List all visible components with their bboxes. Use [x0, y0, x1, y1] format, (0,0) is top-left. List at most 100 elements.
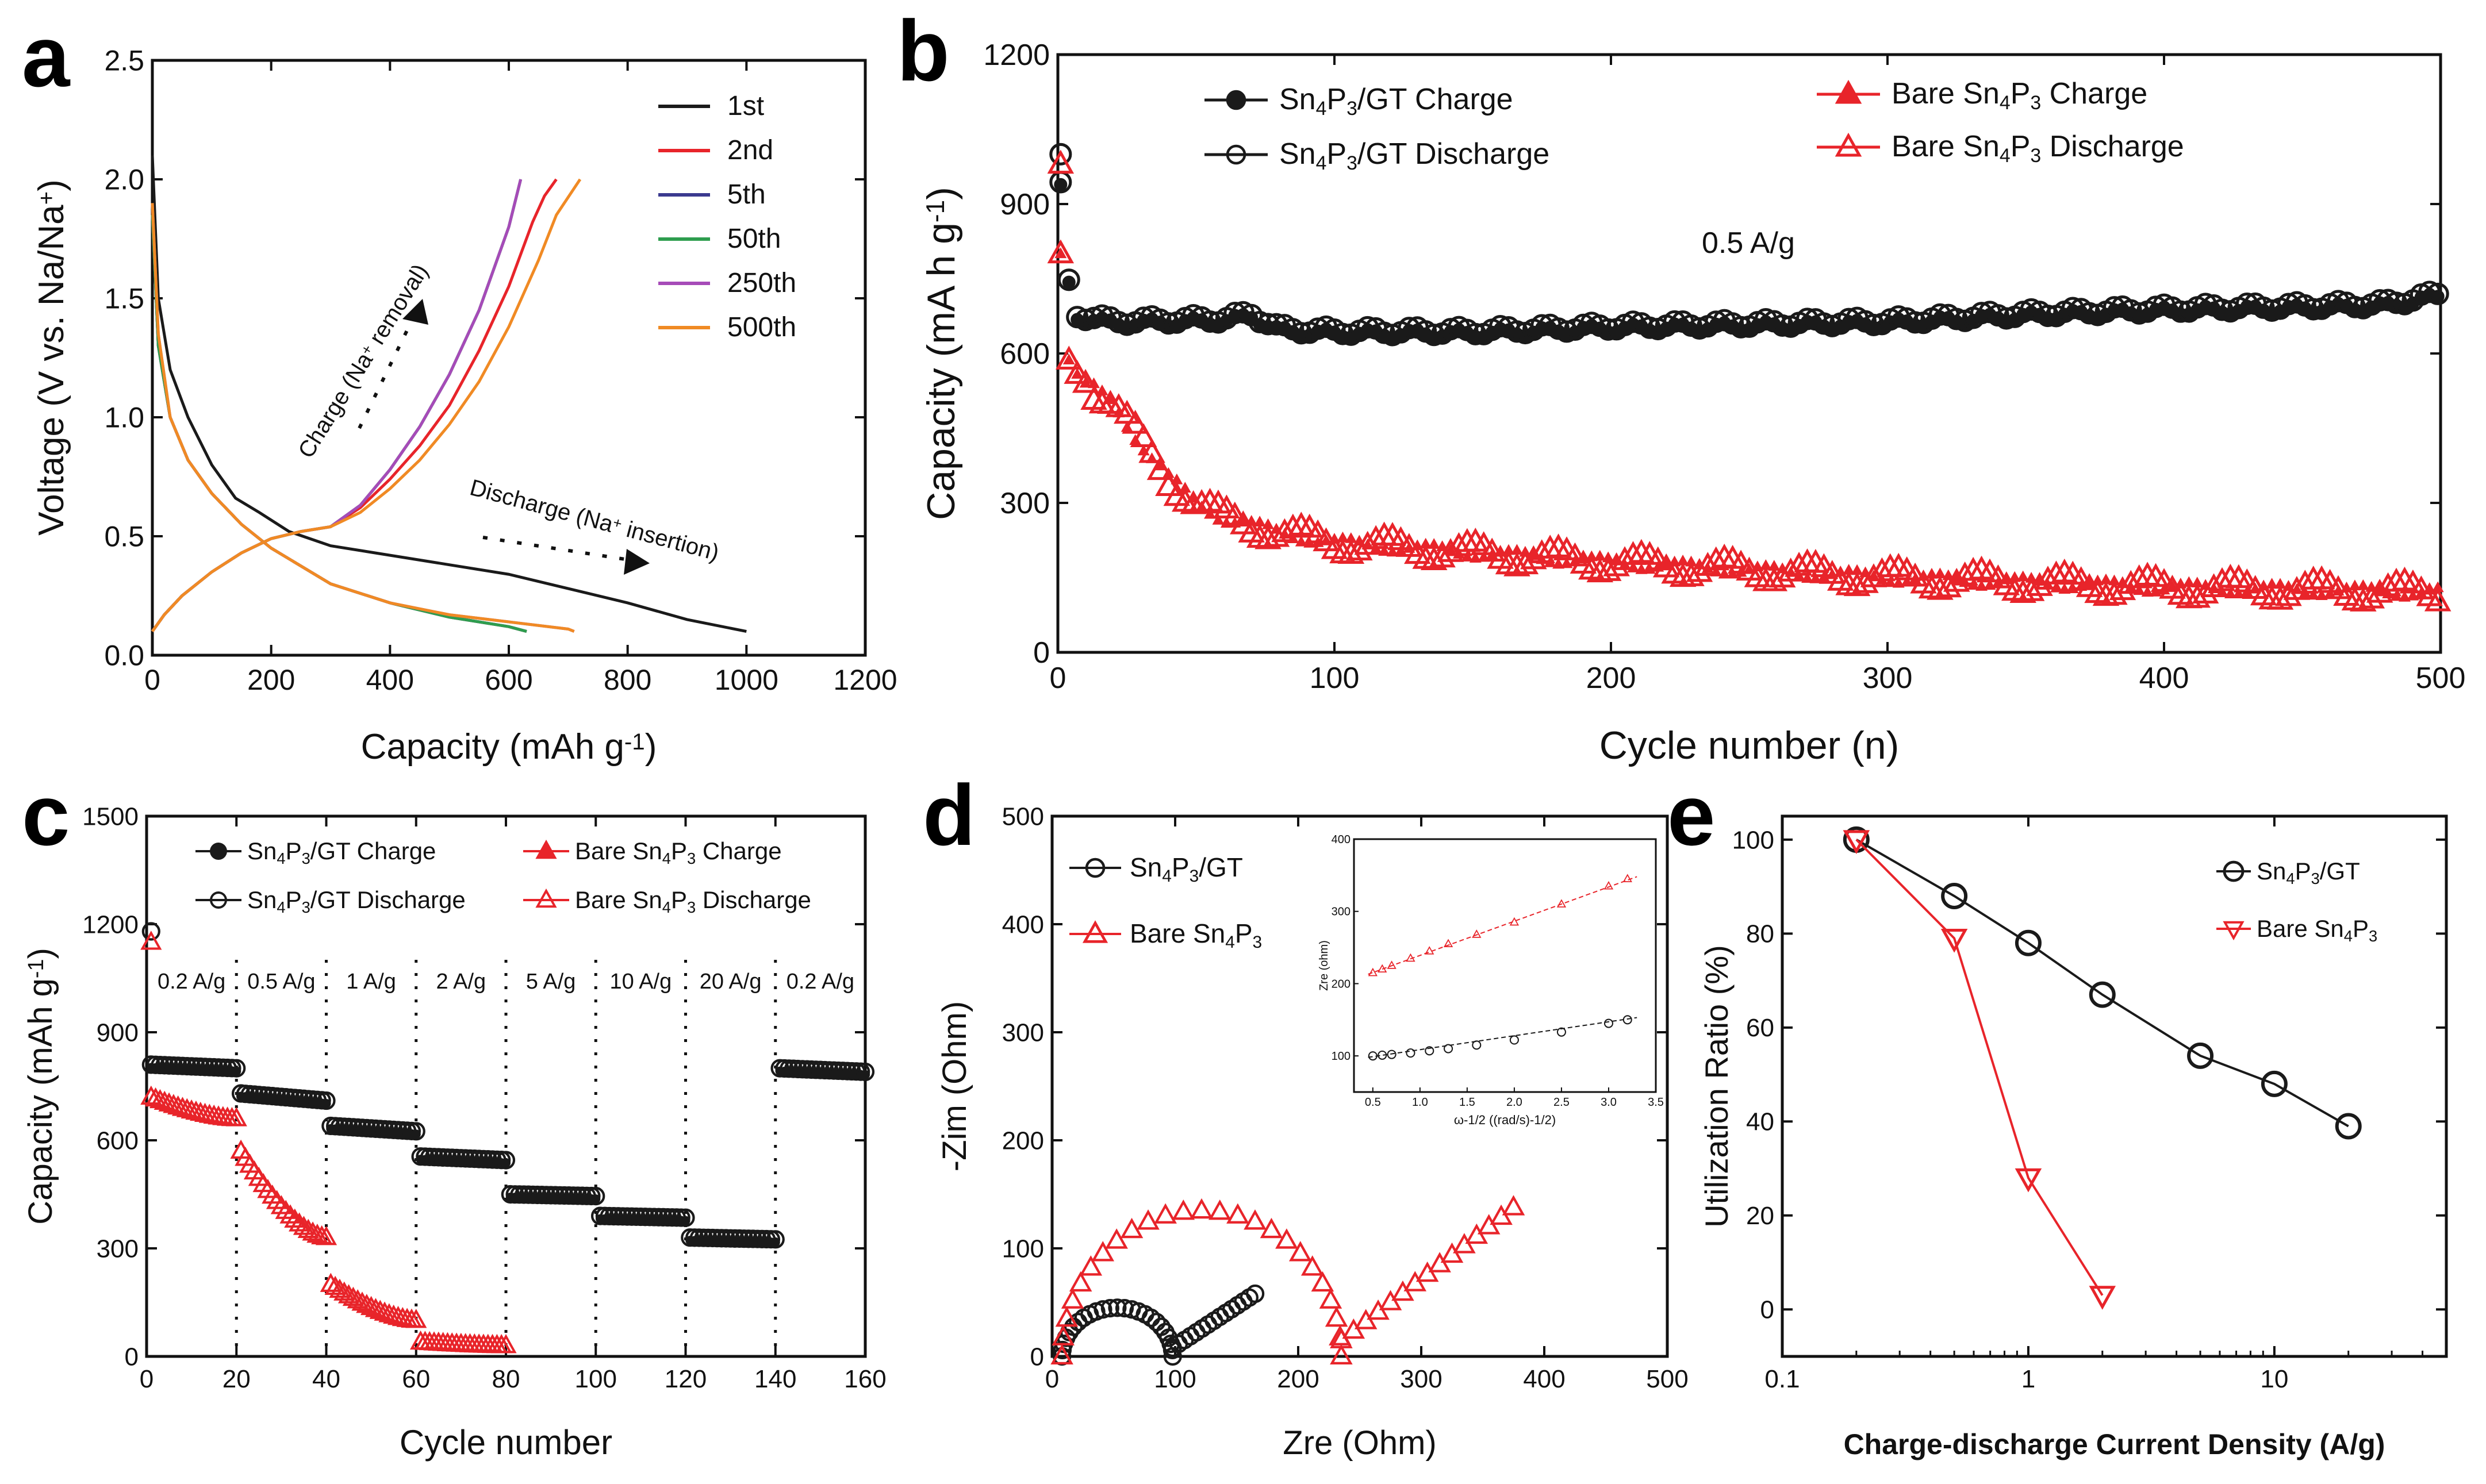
legend-label-part: Sn [2257, 858, 2286, 885]
plot-frame [1050, 814, 1669, 1358]
sngt-charge-point [2431, 290, 2445, 303]
sngt-discharge-point [1057, 268, 1080, 291]
bare-charge-point [1287, 532, 1299, 544]
y-tick-label: 100 [1002, 1235, 1044, 1263]
legend-label: 2nd [727, 135, 773, 166]
legend-label-part: /GT Charge [310, 837, 436, 864]
legend-label-part: 3 [1346, 152, 1357, 174]
inset-point [1378, 964, 1387, 973]
legend-label-part: 3 [1253, 933, 1263, 952]
legend-label: Bare Sn4P3 Discharge [1892, 130, 2184, 167]
y-tick-label: 900 [1000, 188, 1050, 221]
legend-marker [210, 891, 227, 909]
chart-a: 0 200 400 600 800 1000 1200 0.0 0.5 1.0 1.5 2.0 2.5 1… [32, 45, 897, 767]
panel-letter-a: a [22, 8, 71, 105]
bare-point [347, 1289, 369, 1309]
sngt-point [227, 1059, 246, 1078]
bare-charge-point [1917, 570, 1929, 581]
legend-marker [535, 839, 557, 859]
bare-charge-point [1793, 570, 1805, 580]
nyquist-arc-point [1226, 1203, 1249, 1224]
bare-charge-point [1544, 556, 1556, 567]
bare-charge-point [1502, 544, 1515, 555]
bare-charge-point [1925, 568, 1938, 579]
bare-point [320, 1272, 342, 1292]
legend-label: Sn4P3/GT [1130, 852, 1243, 886]
bare-charge-point [1875, 574, 1888, 585]
x-tick-label: 80 [492, 1365, 520, 1393]
legend-label-part: 4 [1316, 98, 1327, 120]
discharge-arrow [482, 536, 633, 562]
bare-charge-point [2017, 570, 2030, 582]
y-axis-label-part: Capacity (mAh g [22, 978, 59, 1225]
legend-label-part: Charge [696, 837, 781, 864]
bare-charge-point [1536, 553, 1548, 564]
sngt-charge-point [321, 1099, 331, 1109]
x-axis-label-part: Capacity (mAh g [361, 727, 624, 767]
nyquist-arc-point [1050, 1344, 1073, 1365]
bare-charge-point [1834, 565, 1847, 576]
legend-marker [1226, 90, 1246, 110]
x-axis-label: Cycle number (n) [1599, 724, 1900, 767]
bare-charge-point [1204, 508, 1217, 519]
inset-point [1368, 967, 1378, 976]
charge-arrowhead [402, 299, 428, 325]
bare-charge-point [1320, 534, 1333, 545]
panel-letter-d: d [923, 767, 976, 863]
bare-charge-point [2257, 579, 2270, 591]
rate-label: 2 A/g [436, 970, 486, 994]
y-axis-label: Utilization Ratio (%) [1698, 945, 1735, 1228]
rate-label: 10 A/g [609, 970, 672, 994]
bare-charge-point [1627, 562, 1639, 572]
bare-charge-point [2357, 579, 2369, 590]
bare-point [297, 1218, 319, 1238]
bare-charge-point [2340, 582, 2353, 593]
legend-label-part: P [2353, 915, 2369, 942]
x-tick-label: 300 [1400, 1365, 1442, 1393]
bare-charge-point [1428, 538, 1440, 549]
y-tick-label: 600 [97, 1127, 139, 1155]
bare-charge-point [2008, 571, 2021, 582]
bare-point [225, 1107, 247, 1127]
nyquist-arc-point [1244, 1209, 1267, 1230]
sngt-charge-point [591, 1194, 601, 1204]
legend-label-part: 4 [2000, 145, 2011, 167]
legend-label-part: Discharge [696, 886, 811, 913]
nyquist-tail-point [1502, 1195, 1525, 1216]
x-axis-label-part: -1 [624, 729, 645, 755]
bare-charge-point [1884, 576, 1897, 587]
x-tick-label: 120 [665, 1365, 707, 1393]
sngt-point [855, 1062, 875, 1082]
bare-charge-point [1154, 459, 1167, 471]
bare-point [329, 1278, 351, 1298]
plot-frame [1056, 53, 2442, 654]
bare-charge-point [1062, 353, 1075, 364]
legend-label-part: Bare Sn [1130, 918, 1225, 948]
bare-charge-point [2382, 587, 2395, 599]
legend-marker [1835, 79, 1862, 104]
bare-charge-point [2216, 585, 2228, 597]
legend-label-part: /GT Discharge [310, 886, 466, 913]
sngt-first [141, 922, 160, 941]
legend-label-part: 4 [277, 849, 285, 867]
y-axis-label: Capacity (mA h g-1) [919, 187, 963, 520]
bare-charge-point [1386, 545, 1399, 557]
legend-label: 500th [727, 312, 796, 343]
legend-label-part: 3 [687, 849, 696, 867]
sngt-charge-point [1062, 275, 1076, 289]
curve-1st [151, 155, 747, 633]
y-tick-label: 900 [97, 1018, 139, 1047]
legend-label-part: /GT [2320, 858, 2360, 885]
y-tick-label: 40 [1746, 1108, 1774, 1136]
bare-point [324, 1275, 346, 1295]
inset-x-tick-label: 3.5 [1648, 1096, 1664, 1109]
bare-discharge-point [1047, 239, 1075, 264]
curve-250th [151, 203, 575, 633]
nyquist-arc-point [1330, 1344, 1353, 1365]
legend-marker [1082, 920, 1108, 943]
bare-charge-point [1336, 531, 1349, 543]
nyquist-arc-point [1311, 1271, 1334, 1292]
legend-label-part: 4 [2344, 927, 2353, 945]
nyquist-arc-point [1172, 1199, 1195, 1220]
legend-label: 1st [727, 91, 764, 121]
